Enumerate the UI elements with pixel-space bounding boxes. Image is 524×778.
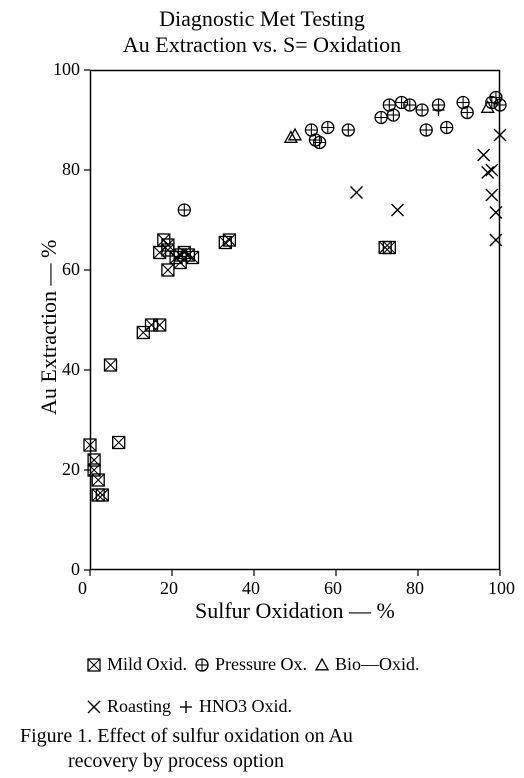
legend-row: Roasting HNO3 Oxid. xyxy=(85,694,426,722)
legend-swatch-icon xyxy=(85,656,103,674)
x-tick-label: 0 xyxy=(78,578,87,599)
caption-line2: recovery by process option xyxy=(20,750,284,772)
legend-swatch-icon xyxy=(313,656,331,674)
legend-label: Roasting xyxy=(107,696,171,717)
x-axis-label: Sulfur Oxidation — % xyxy=(195,598,395,624)
legend-label: Mild Oxid. xyxy=(107,654,187,675)
caption-line1: Figure 1. Effect of sulfur oxidation on … xyxy=(20,725,353,747)
legend-item-bio-oxid: Bio—Oxid. xyxy=(313,653,420,675)
y-tick-label: 40 xyxy=(62,359,80,380)
y-tick-label: 20 xyxy=(62,459,80,480)
x-tick-label: 100 xyxy=(488,578,515,599)
legend-swatch-icon xyxy=(177,698,195,716)
legend-label: Bio—Oxid. xyxy=(335,654,420,675)
legend-item-hno3: HNO3 Oxid. xyxy=(177,695,292,717)
chart-legend: Mild Oxid. Pressure Ox. Bio—Oxid. Roasting H… xyxy=(85,652,426,722)
legend-label: Pressure Ox. xyxy=(215,654,307,675)
x-tick-label: 20 xyxy=(160,578,178,599)
x-tick-label: 40 xyxy=(242,578,260,599)
y-tick-label: 60 xyxy=(62,259,80,280)
y-tick-label: 0 xyxy=(71,559,80,580)
y-axis-label: Au Extraction — % xyxy=(36,240,62,415)
legend-item-pressure-ox: Pressure Ox. xyxy=(193,653,307,675)
figure-caption: Figure 1. Effect of sulfur oxidation on … xyxy=(20,724,500,774)
legend-row: Mild Oxid. Pressure Ox. Bio—Oxid. xyxy=(85,652,426,680)
y-tick-label: 80 xyxy=(62,159,80,180)
chart-title-line2: Au Extraction vs. S= Oxidation xyxy=(0,32,524,58)
scatter-plot xyxy=(90,70,500,570)
y-tick-label: 100 xyxy=(53,59,80,80)
legend-label: HNO3 Oxid. xyxy=(199,696,292,717)
chart-title-line1: Diagnostic Met Testing xyxy=(0,6,524,32)
legend-swatch-icon xyxy=(85,698,103,716)
legend-item-roasting: Roasting xyxy=(85,695,171,717)
legend-swatch-icon xyxy=(193,656,211,674)
x-tick-label: 80 xyxy=(406,578,424,599)
x-tick-label: 60 xyxy=(324,578,342,599)
legend-item-mild-oxid: Mild Oxid. xyxy=(85,653,187,675)
